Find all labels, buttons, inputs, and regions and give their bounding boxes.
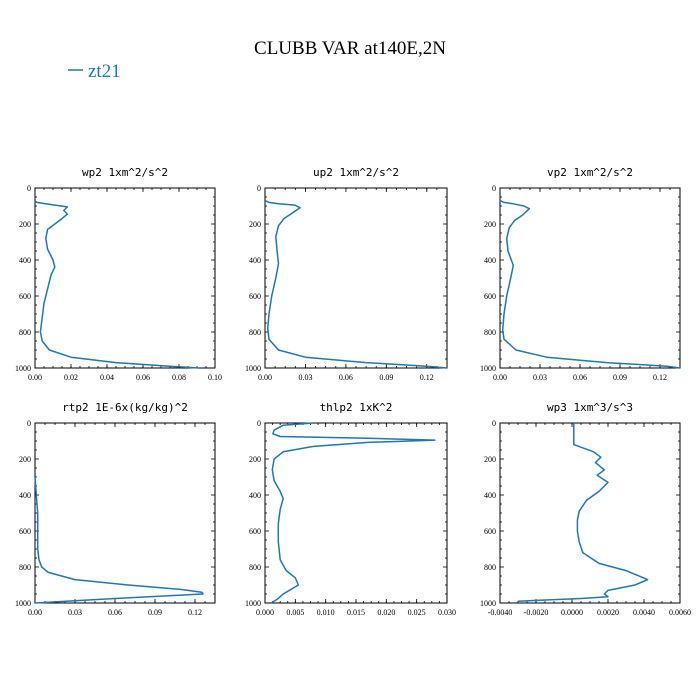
- x-tick-label: 0.0040: [633, 608, 655, 617]
- y-tick-label: 400: [484, 256, 496, 265]
- x-tick-label: 0.04: [100, 373, 114, 382]
- y-tick-label: 0: [257, 184, 261, 193]
- y-tick-label: 600: [484, 527, 496, 536]
- y-tick-label: 400: [484, 491, 496, 500]
- y-tick-label: 800: [19, 328, 31, 337]
- y-tick-label: 1000: [15, 364, 31, 373]
- y-tick-label: 200: [249, 220, 261, 229]
- figure-title: CLUBB VAR at140E,2N: [254, 38, 446, 59]
- x-tick-label: 0.0000: [561, 608, 583, 617]
- x-tick-label: 0.06: [108, 608, 122, 617]
- x-tick-label: 0.06: [136, 373, 150, 382]
- x-tick-label: 0.010: [317, 608, 335, 617]
- plot-frame: [264, 187, 448, 369]
- x-tick-label: 0.08: [172, 373, 186, 382]
- y-tick-label: 1000: [245, 364, 261, 373]
- y-tick-label: 600: [249, 292, 261, 301]
- x-tick-label: 0.00: [28, 373, 42, 382]
- legend-label: zt21: [88, 61, 121, 82]
- x-tick-label: 0.03: [298, 373, 312, 382]
- x-tick-label: 0.015: [347, 608, 365, 617]
- y-tick-label: 200: [249, 455, 261, 464]
- x-tick-label: 0.03: [68, 608, 82, 617]
- x-tick-label: 0.09: [613, 373, 627, 382]
- x-tick-label: 0.00: [493, 373, 507, 382]
- x-tick-label: 0.10: [208, 373, 222, 382]
- x-tick-label: 0.09: [148, 608, 162, 617]
- y-tick-label: 800: [249, 328, 261, 337]
- y-tick-label: 600: [249, 527, 261, 536]
- y-tick-label: 400: [19, 491, 31, 500]
- x-tick-label: -0.0020: [524, 608, 549, 617]
- panel-6: wp3 1xm^3/s^3 0 200 400 600 800 1000-0.0040 -0.…: [480, 401, 691, 617]
- y-tick-label: 800: [484, 328, 496, 337]
- x-tick-label: 0.12: [420, 373, 434, 382]
- y-tick-label: 200: [484, 455, 496, 464]
- series-line-zt21: [270, 422, 436, 604]
- x-tick-label: 0.03: [533, 373, 547, 382]
- x-tick-label: 0.00: [28, 608, 42, 617]
- y-tick-label: 200: [484, 220, 496, 229]
- y-tick-label: 0: [492, 419, 496, 428]
- y-tick-label: 600: [19, 292, 31, 301]
- y-tick-label: 1000: [15, 599, 31, 608]
- y-tick-label: 800: [484, 563, 496, 572]
- panel-title: thlp2 1xK^2: [320, 401, 393, 414]
- y-tick-label: 800: [249, 563, 261, 572]
- plot-frame: [34, 187, 216, 369]
- x-tick-label: 0.12: [188, 608, 202, 617]
- y-tick-label: 0: [492, 184, 496, 193]
- panel-title: up2 1xm^2/s^2: [313, 166, 399, 179]
- series-line-zt21: [264, 199, 448, 369]
- panel-4: rtp2 1E-6x(kg/kg)^2 0 200 400 600 800 10000.00…: [15, 401, 216, 617]
- x-tick-label: 0.020: [377, 608, 395, 617]
- x-tick-label: -0.0040: [488, 608, 513, 617]
- x-tick-label: 0.12: [653, 373, 667, 382]
- plot-frame: [499, 187, 681, 369]
- series-line-zt21: [517, 423, 649, 602]
- x-tick-label: 0.06: [339, 373, 353, 382]
- y-tick-label: 400: [19, 256, 31, 265]
- x-tick-label: 0.06: [573, 373, 587, 382]
- x-tick-label: 0.09: [379, 373, 393, 382]
- x-tick-label: 0.000: [256, 608, 274, 617]
- y-tick-label: 0: [27, 419, 31, 428]
- series-line-zt21: [499, 199, 681, 369]
- x-tick-label: 0.025: [408, 608, 426, 617]
- panel-title: wp2 1xm^2/s^2: [82, 166, 168, 179]
- x-tick-label: 0.0020: [597, 608, 619, 617]
- panel-title: wp3 1xm^3/s^3: [547, 401, 633, 414]
- series-line-zt21: [34, 200, 199, 369]
- x-tick-label: 0.030: [438, 608, 456, 617]
- y-tick-label: 0: [257, 419, 261, 428]
- y-tick-label: 1000: [245, 599, 261, 608]
- panel-title: vp2 1xm^2/s^2: [547, 166, 633, 179]
- x-tick-label: 0.00: [258, 373, 272, 382]
- x-tick-label: 0.02: [64, 373, 78, 382]
- y-tick-label: 400: [249, 256, 261, 265]
- y-tick-label: 400: [249, 491, 261, 500]
- series-line-zt21: [34, 476, 204, 604]
- y-tick-label: 800: [19, 563, 31, 572]
- y-tick-label: 600: [484, 292, 496, 301]
- x-tick-label: 0.0060: [669, 608, 691, 617]
- panel-title: rtp2 1E-6x(kg/kg)^2: [62, 401, 188, 414]
- y-tick-label: 1000: [480, 364, 496, 373]
- y-tick-label: 1000: [480, 599, 496, 608]
- y-tick-label: 0: [27, 184, 31, 193]
- y-tick-label: 200: [19, 455, 31, 464]
- legend: zt21: [68, 61, 121, 82]
- y-tick-label: 200: [19, 220, 31, 229]
- y-tick-label: 600: [19, 527, 31, 536]
- x-tick-label: 0.005: [286, 608, 304, 617]
